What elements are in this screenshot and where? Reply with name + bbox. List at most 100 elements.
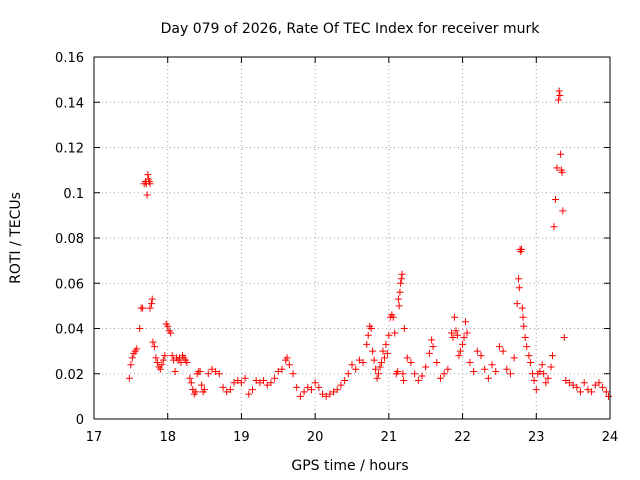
data-point [187, 379, 195, 387]
data-point [542, 379, 550, 387]
data-point [495, 343, 503, 351]
data-point [196, 367, 204, 375]
data-point [153, 358, 161, 366]
data-point [459, 340, 467, 348]
data-point [204, 370, 212, 378]
data-point [400, 325, 408, 332]
data-point [278, 365, 286, 373]
data-point [520, 322, 528, 330]
data-point [322, 392, 330, 400]
data-point [383, 349, 391, 357]
data-point [569, 381, 577, 389]
y-tick-label: 0.06 [55, 277, 84, 292]
data-point [149, 338, 157, 346]
data-point [399, 370, 407, 378]
data-point [326, 390, 334, 398]
data-point [477, 352, 485, 360]
data-point [448, 329, 456, 337]
data-point [492, 367, 500, 375]
data-point [183, 358, 191, 366]
data-point [557, 150, 565, 158]
data-point [452, 327, 460, 335]
data-point [481, 365, 489, 373]
data-point [525, 352, 533, 360]
data-point [418, 372, 426, 380]
data-point [146, 304, 154, 312]
data-point [515, 284, 523, 292]
data-point [367, 325, 375, 332]
data-point [550, 223, 558, 231]
data-point [518, 304, 526, 312]
data-point [248, 386, 256, 394]
data-point [440, 370, 448, 378]
data-point [551, 196, 559, 204]
data-point [375, 370, 383, 378]
data-point [330, 388, 338, 396]
data-point [463, 329, 471, 337]
data-point [337, 381, 345, 389]
x-tick-label: 23 [528, 430, 545, 445]
data-point [159, 356, 167, 364]
data-point [146, 180, 154, 188]
data-point [158, 361, 166, 369]
data-point [519, 313, 527, 321]
data-point [547, 363, 555, 371]
data-point [444, 365, 452, 373]
data-point [553, 164, 561, 172]
data-point [398, 270, 406, 278]
data-point [168, 352, 176, 360]
data-point [223, 388, 231, 396]
data-point [369, 347, 377, 355]
data-point [394, 367, 402, 375]
data-point [300, 388, 308, 396]
data-point [460, 334, 468, 342]
data-point [403, 354, 411, 362]
chart-title: Day 079 of 2026, Rate Of TEC Index for r… [161, 21, 541, 37]
data-point [267, 379, 275, 387]
data-point [577, 388, 585, 396]
data-point [147, 300, 155, 308]
data-point [544, 374, 552, 382]
data-point [372, 365, 380, 373]
data-point [127, 361, 135, 369]
data-point [602, 388, 610, 396]
data-point [584, 386, 592, 394]
data-point [186, 374, 194, 382]
data-point [455, 352, 463, 360]
data-point [311, 379, 319, 387]
data-point [473, 347, 481, 355]
data-point [198, 381, 206, 389]
data-point [538, 361, 546, 369]
data-point [226, 386, 234, 394]
data-point [510, 354, 518, 362]
data-point [425, 349, 433, 357]
data-point [488, 361, 496, 369]
data-point [136, 325, 144, 332]
data-point [466, 358, 474, 366]
data-point [411, 370, 419, 378]
data-point [230, 379, 238, 387]
data-point [208, 365, 216, 373]
data-point [234, 377, 242, 385]
data-point [389, 313, 397, 321]
data-point [462, 318, 470, 326]
data-point [352, 365, 360, 373]
data-point [558, 168, 566, 176]
data-point [370, 356, 378, 364]
data-point [540, 370, 548, 378]
data-point [177, 358, 185, 366]
x-tick-label: 21 [381, 430, 398, 445]
data-point [152, 354, 160, 362]
data-point [433, 358, 441, 366]
data-point [212, 367, 220, 375]
data-point [271, 374, 279, 382]
chart-grid [94, 57, 610, 419]
data-point [274, 367, 282, 375]
data-point [436, 374, 444, 382]
data-point [397, 279, 405, 287]
data-point [283, 354, 291, 362]
data-point [536, 367, 544, 375]
data-point [144, 171, 152, 179]
data-points [125, 87, 613, 400]
